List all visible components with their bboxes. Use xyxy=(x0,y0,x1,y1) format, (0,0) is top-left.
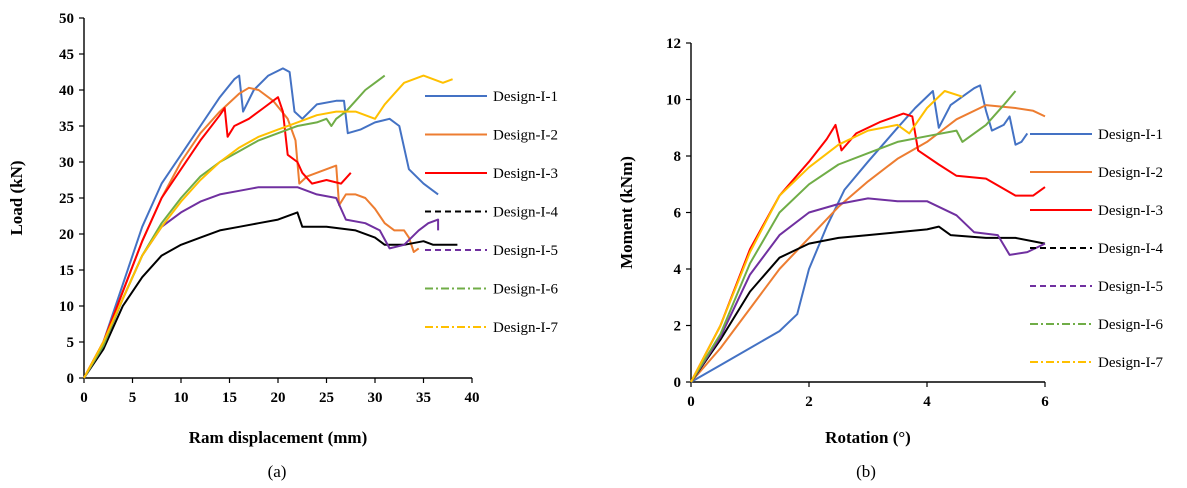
legend-label: Design-I-5 xyxy=(493,243,558,259)
legend-label: Design-I-6 xyxy=(493,282,558,298)
y-tick-label: 25 xyxy=(59,191,74,207)
legend-label: Design-I-4 xyxy=(493,205,558,221)
legend-label: Design-I-3 xyxy=(493,166,558,182)
series-line-design-i-1 xyxy=(83,67,439,379)
series-line-design-i-6 xyxy=(690,90,1017,383)
series-line-design-i-5 xyxy=(83,186,440,379)
y-tick-label: 35 xyxy=(59,119,74,135)
y-axis-title: Moment (kNm) xyxy=(617,156,636,269)
x-tick-label: 2 xyxy=(805,394,813,410)
legend-label: Design-I-1 xyxy=(493,89,558,105)
x-tick-label: 15 xyxy=(222,390,237,406)
x-tick-label: 20 xyxy=(271,390,286,406)
legend-label: Design-I-2 xyxy=(1098,165,1163,181)
series-line-design-i-7 xyxy=(83,74,453,379)
legend-label: Design-I-2 xyxy=(493,128,558,144)
legend-label: Design-I-7 xyxy=(1098,355,1163,371)
x-tick-label: 6 xyxy=(1041,394,1049,410)
y-tick-label: 15 xyxy=(59,263,74,279)
series-line-design-i-4 xyxy=(83,211,458,379)
y-tick-label: 45 xyxy=(59,47,74,63)
series-line-design-i-1 xyxy=(690,84,1029,383)
x-tick-label: 0 xyxy=(687,394,695,410)
legend-label: Design-I-1 xyxy=(1098,127,1163,143)
x-tick-label: 4 xyxy=(923,394,931,410)
series-line-design-i-2 xyxy=(690,104,1046,383)
legend-label: Design-I-5 xyxy=(1098,279,1163,295)
legend-label: Design-I-3 xyxy=(1098,203,1163,219)
x-axis-title: Rotation (°) xyxy=(825,428,911,447)
series-line-design-i-3 xyxy=(83,96,352,379)
panel-a-load-displacement: 0 5 10 15 20 25 30 35 40 45 50 0 5 10 15 20 25 30 35 40 Load… xyxy=(7,11,558,481)
legend-label: Design-I-6 xyxy=(1098,317,1163,333)
y-tick-label: 50 xyxy=(59,11,74,27)
y-tick-label: 20 xyxy=(59,227,74,243)
y-tick-label: 2 xyxy=(674,319,682,335)
series-line-design-i-4 xyxy=(690,225,1046,383)
y-tick-label: 40 xyxy=(59,83,74,99)
x-axis-title: Ram displacement (mm) xyxy=(189,428,367,447)
x-tick-label: 25 xyxy=(319,390,334,406)
series-line-design-i-5 xyxy=(690,197,1046,383)
legend-label: Design-I-4 xyxy=(1098,241,1163,257)
y-tick-label: 10 xyxy=(666,93,681,109)
series-line-design-i-2 xyxy=(83,86,420,379)
x-tick-label: 10 xyxy=(174,390,189,406)
x-tick-label: 40 xyxy=(465,390,480,406)
y-tick-label: 10 xyxy=(59,299,74,315)
series-line-design-i-7 xyxy=(690,90,963,383)
panel-caption: (b) xyxy=(856,462,876,481)
x-tick-label: 30 xyxy=(368,390,383,406)
x-tick-label: 5 xyxy=(129,390,137,406)
legend-label: Design-I-7 xyxy=(493,320,558,336)
y-axis-title: Load (kN) xyxy=(7,160,26,235)
y-tick-label: 4 xyxy=(674,262,682,278)
x-tick-label: 0 xyxy=(80,390,88,406)
y-tick-label: 30 xyxy=(59,155,74,171)
panel-caption: (a) xyxy=(268,462,287,481)
y-tick-label: 6 xyxy=(674,206,682,222)
x-tick-label: 35 xyxy=(416,390,431,406)
y-tick-label: 12 xyxy=(666,36,681,52)
y-tick-label: 0 xyxy=(67,371,75,387)
panel-b-moment-rotation: 0 2 4 6 8 10 12 0 2 4 6 Moment (kNm) Rotation (°) (b)… xyxy=(617,36,1163,481)
y-tick-label: 8 xyxy=(674,149,682,165)
y-tick-label: 0 xyxy=(674,375,682,391)
y-tick-label: 5 xyxy=(67,335,75,351)
